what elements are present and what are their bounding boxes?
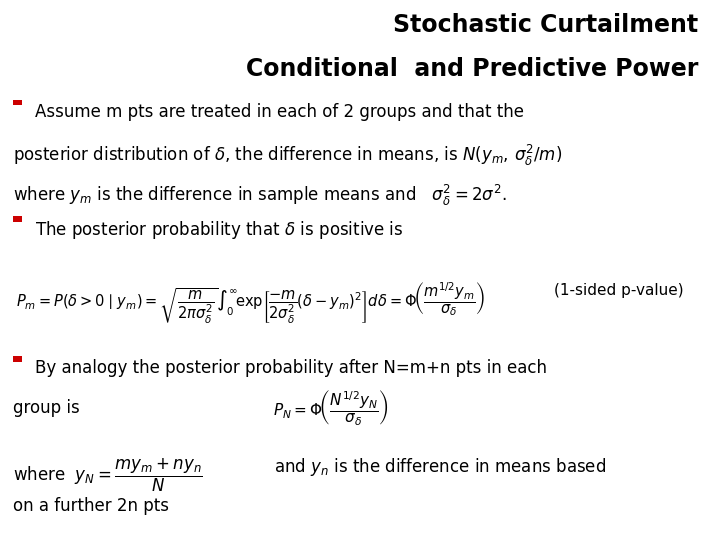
Text: on a further 2n pts: on a further 2n pts <box>13 497 169 515</box>
Text: (1-sided p-value): (1-sided p-value) <box>554 284 684 299</box>
Text: $P_m = P(\delta > 0\mid y_m) = \sqrt{\dfrac{m}{2\pi\sigma_\delta^2}}\int_0^{\inf: $P_m = P(\delta > 0\mid y_m) = \sqrt{\df… <box>16 281 485 326</box>
Bar <box>13 356 22 362</box>
Bar <box>13 100 22 105</box>
Text: By analogy the posterior probability after N=m+n pts in each: By analogy the posterior probability aft… <box>35 359 546 377</box>
Text: The posterior probability that $\delta$ is positive is: The posterior probability that $\delta$ … <box>35 219 403 241</box>
Text: $P_N = \Phi\!\left(\dfrac{N^{1/2}y_N}{\sigma_\delta}\right)$: $P_N = \Phi\!\left(\dfrac{N^{1/2}y_N}{\s… <box>274 388 389 427</box>
Text: group is: group is <box>13 399 80 416</box>
Text: Conditional  and Predictive Power: Conditional and Predictive Power <box>246 57 698 80</box>
Text: Assume m pts are treated in each of 2 groups and that the: Assume m pts are treated in each of 2 gr… <box>35 103 523 120</box>
Bar <box>13 216 22 221</box>
Text: posterior distribution of $\delta$, the difference in means, is $N(y_m,\,\sigma_: posterior distribution of $\delta$, the … <box>13 143 562 168</box>
Text: where  $y_N = \dfrac{my_m + ny_n}{N}$: where $y_N = \dfrac{my_m + ny_n}{N}$ <box>13 456 203 494</box>
Text: where $y_m$ is the difference in sample means and   $\sigma_\delta^2 = 2\sigma^2: where $y_m$ is the difference in sample … <box>13 183 506 207</box>
Text: Stochastic Curtailment: Stochastic Curtailment <box>393 14 698 37</box>
Text: and $y_n$ is the difference in means based: and $y_n$ is the difference in means bas… <box>274 456 606 478</box>
